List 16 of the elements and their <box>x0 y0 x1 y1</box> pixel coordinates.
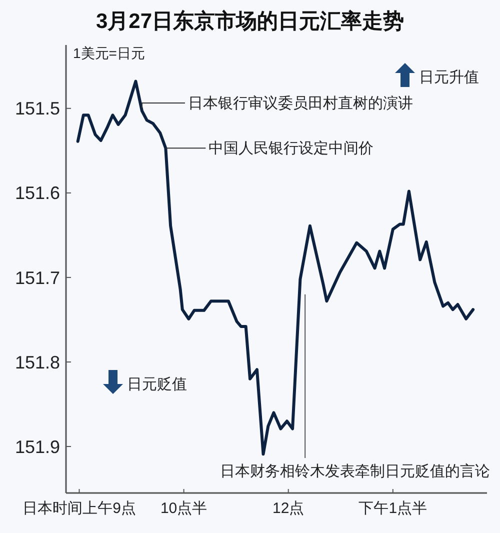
y-tick-label: 151.7 <box>14 268 60 288</box>
annotation: 中国人民银行设定中间价 <box>208 140 374 158</box>
annotation: 日本财务相铃木发表牵制日元贬值的言论 <box>220 463 490 480</box>
y-tick-label: 151.8 <box>14 352 60 372</box>
x-tick-label: 12点 <box>272 500 304 517</box>
annotation: 日本银行审议委员田村直树的演讲 <box>188 95 413 112</box>
annotation: 日元贬值 <box>127 376 187 393</box>
y-axis-title: 1美元=日元 <box>73 45 145 61</box>
y-tick-label: 151.9 <box>14 436 60 457</box>
y-tick-label: 151.5 <box>14 98 60 119</box>
y-tick-label: 151.6 <box>14 183 60 204</box>
x-tick-label: 下午1点半 <box>358 500 428 517</box>
x-tick-label: 10点半 <box>160 500 208 517</box>
chart-title: 3月27日东京市场的日元汇率走势 <box>96 9 404 33</box>
annotation: 日元升值 <box>419 69 479 86</box>
x-tick-label: 日本时间上午9点 <box>22 500 136 517</box>
